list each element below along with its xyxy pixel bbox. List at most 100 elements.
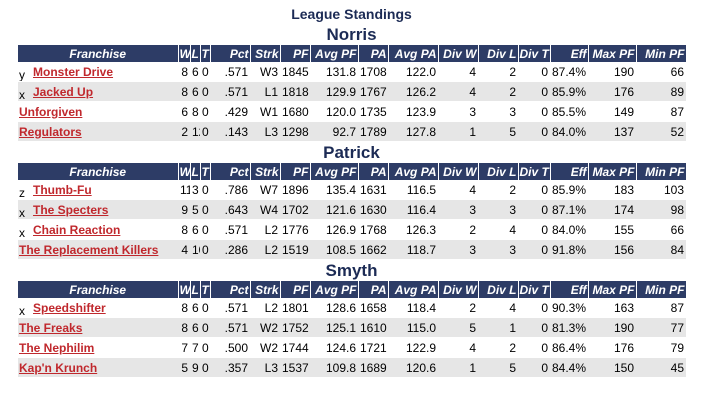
franchise-link[interactable]: Regulators [19, 124, 82, 139]
franchise-link[interactable]: Speedshifter [33, 300, 106, 315]
column-header: Max PF [588, 281, 637, 298]
stat-cell: 0 [200, 357, 210, 378]
table-head: Franchise W L T Pct Strk PF Avg PF PA Avg PA Div W… [18, 163, 687, 180]
stat-cell: 1752 [280, 317, 310, 338]
stat-cell: 1658 [358, 298, 388, 318]
team-row: zThumb-Fu1130.786W71896135.41631116.5420… [18, 180, 686, 200]
team-row: Kap'n Krunch 5 9 0.357 L3 1537 109.8 1689 120.6 1… [18, 357, 686, 378]
stat-cell: 0 [200, 239, 210, 260]
stat-cell: 109.8 [310, 357, 358, 378]
stat-cell: 126.3 [388, 219, 438, 240]
clinch-marker: x [19, 205, 25, 220]
stat-cell: 123.9 [388, 101, 438, 122]
column-header: Avg PF [310, 281, 359, 298]
franchise-cell: x Speedshifter [18, 298, 178, 318]
franchise-link[interactable]: Unforgiven [19, 104, 83, 119]
stat-cell: 77 [636, 317, 686, 338]
column-header: Div T [518, 281, 551, 298]
franchise-link[interactable]: The Replacement Killers [19, 242, 159, 257]
table-body: zThumb-Fu1130.786W71896135.41631116.5420… [18, 180, 686, 260]
franchise-link[interactable]: The Freaks [19, 320, 83, 335]
stat-cell: 66 [636, 62, 686, 82]
column-header: Eff [550, 45, 589, 62]
stat-cell: 1735 [358, 101, 388, 122]
stat-cell: 1801 [280, 298, 310, 318]
stat-cell: 0 [200, 101, 210, 122]
column-header: Avg PA [388, 163, 439, 180]
team-row: x Jacked Up 8 6 0.571 L1 1818 129.9 1767 126.2 4 2 0… [18, 81, 686, 102]
stat-cell: 120.6 [388, 357, 438, 378]
stat-cell: 9 [178, 199, 190, 220]
stat-cell: 8 [178, 298, 190, 318]
stat-cell: 2 [478, 180, 518, 200]
column-header: Pct [210, 163, 251, 180]
franchise-link[interactable]: Thumb-Fu [33, 182, 92, 197]
stat-cell: 118.4 [388, 298, 438, 318]
franchise-cell: Unforgiven [18, 101, 178, 122]
franchise-link[interactable]: Jacked Up [33, 84, 94, 99]
franchise-link[interactable]: The Nephilim [19, 340, 95, 355]
stat-cell: L3 [250, 121, 280, 142]
stat-cell: 190 [588, 317, 636, 338]
stat-cell: 5 [478, 121, 518, 142]
stat-cell: 8 [178, 317, 190, 338]
column-header: Avg PF [310, 163, 359, 180]
column-header: Div T [518, 163, 551, 180]
stat-cell: 156 [588, 239, 636, 260]
stat-cell: 0 [200, 337, 210, 358]
stat-cell: 190 [588, 62, 636, 82]
stat-cell: 128.6 [310, 298, 358, 318]
division-name: Smyth [325, 261, 378, 280]
stat-cell: 120.0 [310, 101, 358, 122]
stat-cell: 1789 [358, 121, 388, 142]
stat-cell: 0 [200, 180, 210, 200]
table-head: Franchise W L T Pct Strk PF Avg PF PA Avg PA Div W… [18, 45, 687, 62]
stat-cell: 2 [438, 219, 478, 240]
franchise-link[interactable]: Kap'n Krunch [19, 360, 98, 375]
column-header: PA [358, 163, 389, 180]
stat-cell: 84.0% [550, 121, 588, 142]
stat-cell: 87.1% [550, 199, 588, 220]
column-header: Max PF [588, 163, 637, 180]
stat-cell: 122.0 [388, 62, 438, 82]
column-header: Div W [438, 163, 479, 180]
stat-cell: 3 [438, 199, 478, 220]
column-header: L [190, 45, 201, 62]
stat-cell: 0 [200, 121, 210, 142]
stat-cell: 0 [200, 81, 210, 102]
franchise-link[interactable]: Chain Reaction [33, 222, 121, 237]
stat-cell: W3 [250, 62, 280, 82]
team-row: x The Specters 9 5 0.643 W4 1702 121.6 1630 116.4… [18, 199, 686, 220]
clinch-marker: x [19, 225, 25, 240]
column-header: Strk [250, 163, 281, 180]
team-row: x Chain Reaction 8 6 0.571 L2 1776 126.9 1768 126… [18, 219, 686, 240]
column-header: Div L [478, 163, 519, 180]
stat-cell: 1 [438, 357, 478, 378]
stat-cell: L2 [250, 239, 280, 260]
franchise-cell: The Nephilim [18, 337, 178, 358]
franchise-link[interactable]: The Specters [33, 202, 109, 217]
stat-cell: 9 [190, 357, 200, 378]
stat-cell: 4 [438, 337, 478, 358]
stat-cell: L1 [250, 81, 280, 102]
column-header: W [178, 163, 191, 180]
stat-cell: 4 [178, 239, 190, 260]
stat-cell: 1767 [358, 81, 388, 102]
column-header: PF [280, 163, 311, 180]
stat-cell: 3 [438, 101, 478, 122]
stat-cell: 2 [478, 337, 518, 358]
stat-cell: 1537 [280, 357, 310, 378]
stat-cell: 91.8% [550, 239, 588, 260]
standings-table: Franchise W L T Pct Strk PF Avg PF PA Avg PA Div W… [18, 281, 687, 378]
stat-cell: 1768 [358, 219, 388, 240]
stat-cell: 7 [178, 337, 190, 358]
stat-cell: 45 [636, 357, 686, 378]
franchise-link[interactable]: Monster Drive [33, 64, 114, 79]
stat-cell: 12 [190, 121, 200, 142]
stat-cell: 1 [478, 317, 518, 338]
column-header: PA [358, 281, 389, 298]
column-header: Franchise [18, 163, 179, 180]
stat-cell: .357 [210, 357, 250, 378]
stat-cell: W2 [250, 337, 280, 358]
